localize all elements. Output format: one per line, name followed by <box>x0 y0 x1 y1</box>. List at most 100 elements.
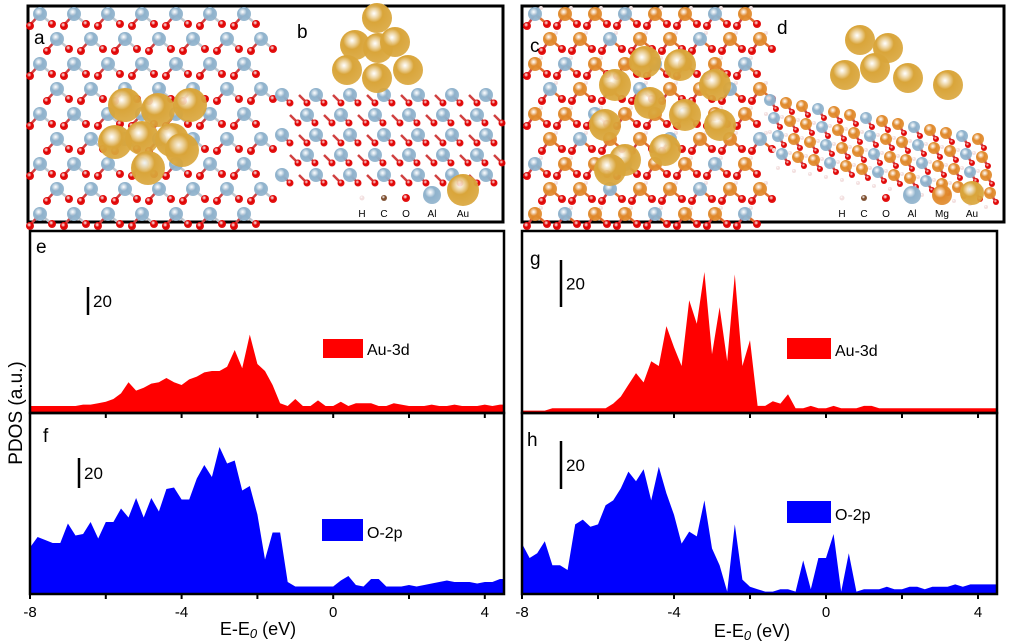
mg-atom <box>848 127 860 139</box>
o-atom <box>733 172 741 180</box>
o-atom <box>286 139 294 147</box>
legend-label-o: O <box>882 209 890 220</box>
mg-atom <box>753 82 767 96</box>
o-atom <box>196 172 204 180</box>
series-area-au-3d <box>522 272 997 413</box>
mg-atom <box>738 107 752 121</box>
h-atom <box>800 136 804 140</box>
pdos-panel-f: 20 O-2p -8 -4 0 4 <box>23 411 506 621</box>
mg-atom <box>832 124 844 136</box>
mg-atom <box>884 151 896 163</box>
o-atom <box>558 95 566 103</box>
o-atom <box>703 222 711 230</box>
al-atom <box>764 94 776 106</box>
h-atom <box>856 181 860 185</box>
o-atom <box>893 163 899 169</box>
al-atom <box>300 108 314 122</box>
o-atom <box>753 120 761 128</box>
mg-atom <box>528 57 542 71</box>
au-atom <box>594 154 626 186</box>
mg-atom <box>904 172 916 184</box>
al-atom <box>50 132 64 146</box>
h-atom <box>554 31 558 35</box>
al-atom <box>436 148 450 162</box>
al-atom <box>33 57 47 71</box>
h-atom <box>689 206 693 210</box>
al-atom <box>67 107 81 121</box>
o-atom <box>583 22 591 30</box>
x-axis-label-right: E-E0 (eV) <box>714 621 790 642</box>
o-atom <box>464 119 472 127</box>
al-atom <box>220 82 234 96</box>
o-atom <box>328 119 336 127</box>
o-atom <box>162 22 170 30</box>
o-atom <box>785 160 791 166</box>
h-atom <box>764 81 768 85</box>
o-atom <box>162 172 170 180</box>
o-atom <box>111 197 119 205</box>
o-atom <box>693 20 701 28</box>
o-atom <box>303 139 311 147</box>
h-atom <box>888 187 892 191</box>
au-atom <box>332 55 362 85</box>
o-atom <box>201 145 209 153</box>
o-atom <box>252 120 260 128</box>
atom-legend-b: H C O Al Au <box>358 174 479 220</box>
o-atom <box>490 139 498 147</box>
o-atom <box>821 115 827 121</box>
h-atom <box>764 112 768 116</box>
o-atom <box>953 157 959 163</box>
h-atom <box>916 175 920 179</box>
al-atom <box>470 108 484 122</box>
o-atom <box>965 142 971 148</box>
o-atom <box>538 147 546 155</box>
al-atom <box>254 82 268 96</box>
al-atom <box>860 112 872 124</box>
o-atom <box>388 179 396 187</box>
panel-label-b: b <box>297 22 308 43</box>
o-atom <box>568 147 576 155</box>
al-atom <box>203 207 217 221</box>
o-atom <box>99 195 107 203</box>
o-atom <box>598 97 606 105</box>
o-atom <box>439 139 447 147</box>
h-atom <box>924 142 928 146</box>
scale-bar-label: 20 <box>566 456 585 475</box>
au-atom <box>380 27 410 57</box>
h-atom <box>629 206 633 210</box>
o-atom <box>111 47 119 55</box>
o-atom <box>230 22 238 30</box>
o-atom <box>881 178 887 184</box>
h-atom <box>832 142 836 146</box>
o-atom <box>693 220 701 228</box>
o-atom <box>422 179 430 187</box>
o-atom <box>573 220 581 228</box>
structure-panel-mgal: H C O Al Mg Au <box>520 4 1006 230</box>
h-atom <box>569 206 573 210</box>
o-atom <box>957 175 963 181</box>
mg-atom <box>808 154 820 166</box>
o-atom <box>663 120 671 128</box>
h-atom <box>876 133 880 137</box>
mg-atom <box>618 57 632 71</box>
al-atom <box>237 57 251 71</box>
o-atom <box>311 119 319 127</box>
mg-atom <box>543 32 557 46</box>
o-atom <box>813 148 819 154</box>
h-atom <box>839 195 845 201</box>
al-atom <box>67 7 81 21</box>
o-atom <box>371 99 379 107</box>
o-atom <box>481 159 489 167</box>
mg-atom <box>708 57 722 71</box>
h-atom <box>788 151 792 155</box>
al-atom <box>50 32 64 46</box>
o-atom <box>538 97 546 105</box>
h-atom <box>734 181 738 185</box>
h-atom <box>848 145 852 149</box>
o-atom <box>439 99 447 107</box>
h-atom <box>764 181 768 185</box>
o-atom <box>538 47 546 55</box>
mg-atom <box>678 7 692 21</box>
au-atom <box>933 70 963 100</box>
o-atom <box>643 222 651 230</box>
